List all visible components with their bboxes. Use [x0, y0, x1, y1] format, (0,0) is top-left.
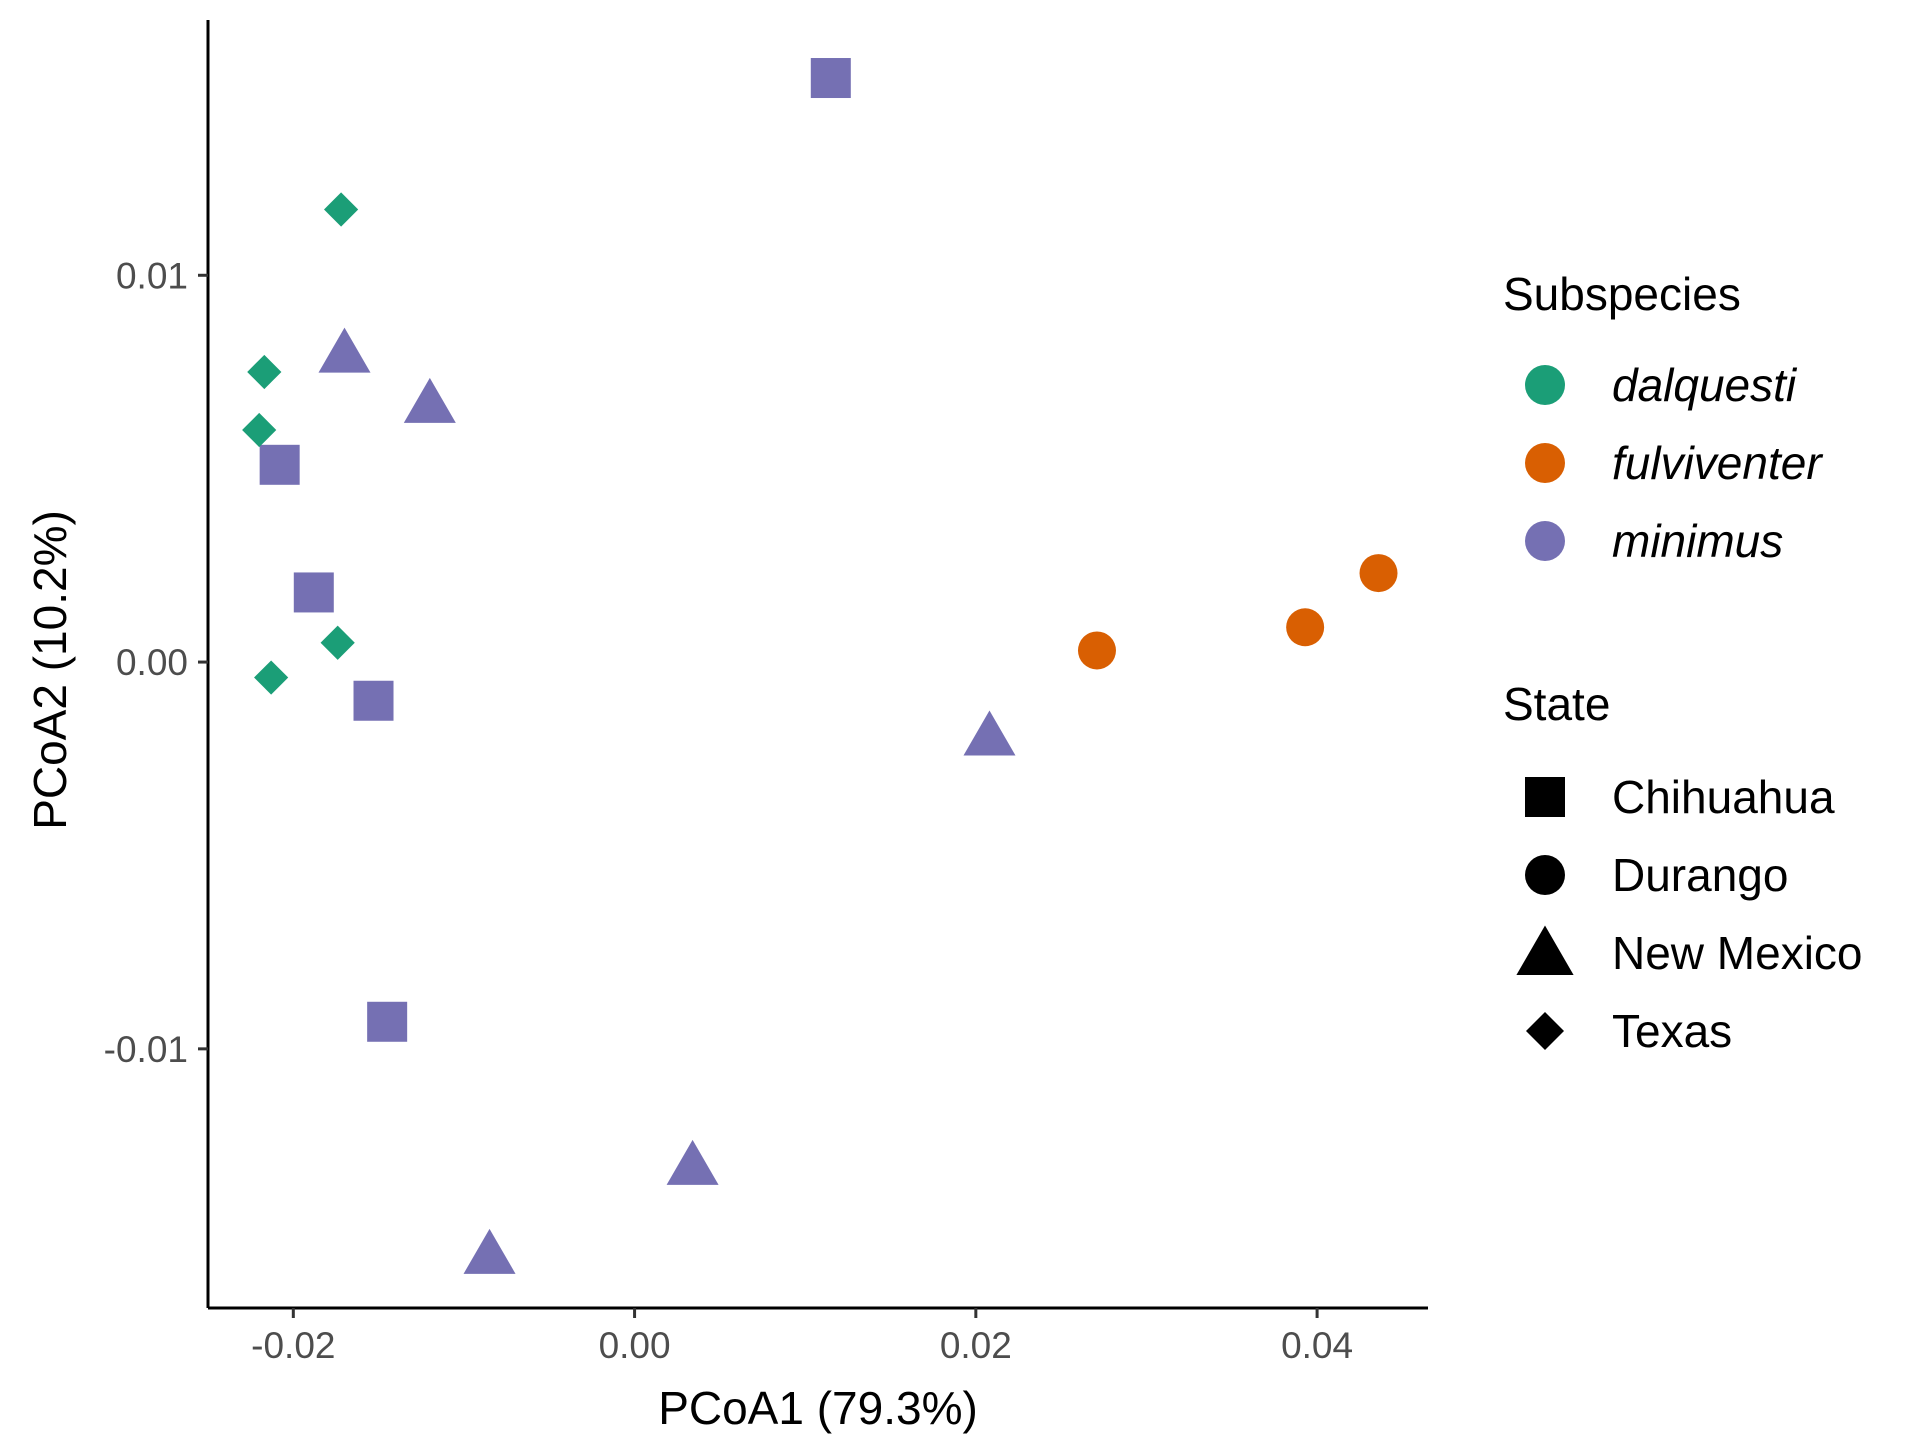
- point-minimus-chihuahua: [293, 572, 334, 613]
- point-minimus-new-mexico: [463, 1228, 516, 1274]
- x-tick-label: -0.02: [251, 1325, 335, 1366]
- legend-key-fulviventer: [1525, 443, 1565, 483]
- x-tick-label: 0.04: [1281, 1325, 1353, 1366]
- x-tick-label: 0.00: [599, 1325, 671, 1366]
- point-fulviventer-durango: [1286, 608, 1325, 647]
- legend-label-new-mexico: New Mexico: [1612, 927, 1863, 979]
- subspecies-legend: Subspecies dalquesti fulviventer minimus: [1503, 268, 1823, 567]
- legend-title-subspecies: Subspecies: [1503, 268, 1741, 320]
- data-points: [242, 58, 1398, 1274]
- legend-key-texas: [1526, 1012, 1564, 1050]
- point-minimus-chihuahua: [810, 58, 851, 99]
- legend-key-chihuahua: [1525, 777, 1565, 817]
- point-fulviventer-durango: [1359, 554, 1398, 593]
- point-minimus-new-mexico: [666, 1139, 719, 1185]
- legend-key-dalquesti: [1525, 365, 1565, 405]
- point-fulviventer-durango: [1077, 631, 1116, 670]
- axes: -0.02 0.00 0.02 0.04 -0.01 0.00 0.01: [104, 20, 1428, 1366]
- legend-key-minimus: [1525, 521, 1565, 561]
- point-minimus-chihuahua: [353, 680, 394, 721]
- y-tick-label: 0.01: [116, 255, 188, 296]
- point-minimus-chihuahua: [259, 444, 300, 485]
- point-dalquesti-texas: [323, 192, 359, 227]
- point-dalquesti-texas: [247, 354, 282, 390]
- point-dalquesti-texas: [242, 412, 277, 448]
- x-tick-label: 0.02: [940, 1325, 1012, 1366]
- legend-label-minimus: minimus: [1612, 515, 1783, 567]
- legend-label-texas: Texas: [1612, 1005, 1732, 1057]
- y-tick-label: -0.01: [104, 1029, 188, 1070]
- point-minimus-chihuahua: [367, 1001, 408, 1042]
- legend-label-fulviventer: fulviventer: [1612, 437, 1823, 489]
- y-axis-title: PCoA2 (10.2%): [24, 510, 76, 830]
- point-dalquesti-texas: [320, 625, 355, 660]
- point-minimus-new-mexico: [963, 710, 1016, 756]
- y-tick-label: 0.00: [116, 642, 188, 683]
- point-minimus-new-mexico: [403, 377, 456, 423]
- legend-title-state: State: [1503, 678, 1610, 730]
- legend-label-durango: Durango: [1612, 849, 1788, 901]
- state-legend: State Chihuahua Durango New Mexico Texas: [1503, 678, 1863, 1057]
- point-minimus-new-mexico: [318, 327, 371, 373]
- legend-label-chihuahua: Chihuahua: [1612, 771, 1835, 823]
- legend-key-new-mexico: [1516, 925, 1574, 975]
- legend-label-dalquesti: dalquesti: [1612, 359, 1798, 411]
- point-dalquesti-texas: [254, 660, 289, 695]
- legend-key-durango: [1525, 855, 1565, 895]
- x-axis-title: PCoA1 (79.3%): [658, 1382, 978, 1434]
